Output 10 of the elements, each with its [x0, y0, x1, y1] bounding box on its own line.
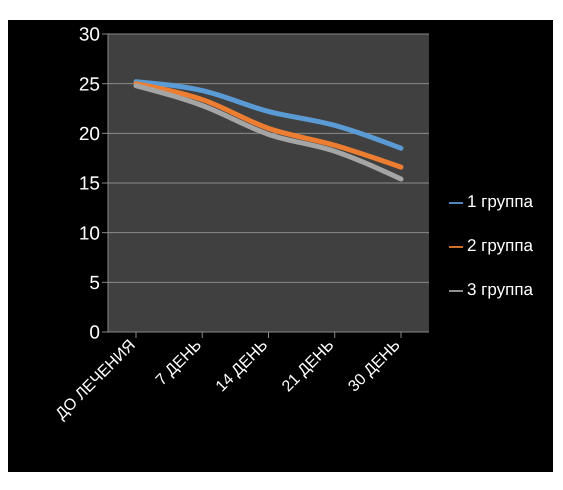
y-tick-label: 0	[89, 322, 100, 344]
y-tick-label: 10	[78, 223, 100, 244]
y-tick-label: 5	[89, 273, 100, 294]
legend-label: 2 группа	[466, 236, 533, 255]
legend-label: 3 группа	[466, 280, 533, 299]
y-tick-label: 30	[78, 24, 100, 46]
y-tick-label: 20	[78, 124, 100, 146]
legend-label: 1 группа	[466, 192, 533, 211]
y-tick-label: 25	[78, 74, 100, 96]
y-tick-label: 15	[78, 174, 100, 195]
